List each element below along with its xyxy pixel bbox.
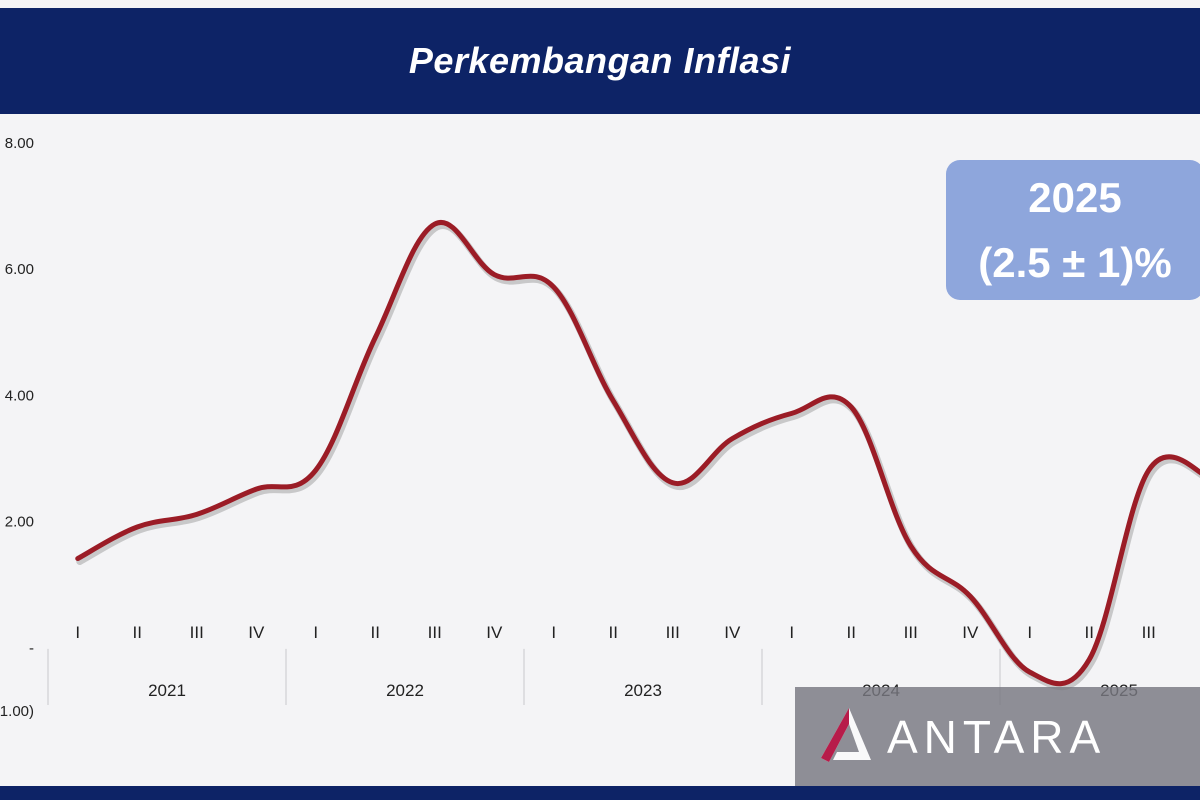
quarter-label: I <box>789 623 794 642</box>
quarter-label: III <box>1142 623 1156 642</box>
footer-bar <box>0 786 1200 800</box>
target-badge-year: 2025 <box>1028 173 1122 221</box>
top-strip <box>0 0 1200 8</box>
target-badge: 2025 (2.5 ± 1)% <box>946 160 1200 300</box>
chart-header: Perkembangan Inflasi <box>0 8 1200 114</box>
quarter-label: II <box>133 623 142 642</box>
y-tick-label: 4.00 <box>5 387 34 404</box>
y-tick-label: 6.00 <box>5 261 34 278</box>
quarter-label: I <box>1027 623 1032 642</box>
y-tick-label: - <box>29 640 34 657</box>
y-tick-label: 2.00 <box>5 514 34 531</box>
quarter-label: III <box>428 623 442 642</box>
target-badge-range: (2.5 ± 1)% <box>978 239 1172 286</box>
quarter-label: II <box>371 623 380 642</box>
quarter-label: II <box>609 623 618 642</box>
chart-title: Perkembangan Inflasi <box>408 40 792 81</box>
quarter-label: III <box>666 623 680 642</box>
quarter-label: II <box>1085 623 1094 642</box>
quarter-label: IV <box>962 623 979 642</box>
antara-logo-icon <box>821 707 871 762</box>
quarter-label: I <box>313 623 318 642</box>
year-label: 2021 <box>148 681 186 700</box>
quarter-label: II <box>847 623 856 642</box>
quarter-label: I <box>551 623 556 642</box>
watermark: ANTARA <box>795 687 1200 786</box>
y-tick-label: 8.00 <box>5 135 34 152</box>
quarter-label: IV <box>486 623 503 642</box>
quarter-label: IV <box>724 623 741 642</box>
year-label: 2022 <box>386 681 424 700</box>
quarter-label: III <box>190 623 204 642</box>
quarter-label: IV <box>248 623 265 642</box>
watermark-text: ANTARA <box>887 710 1107 763</box>
year-label: 2023 <box>624 681 662 700</box>
quarter-label: III <box>904 623 918 642</box>
quarter-label: I <box>75 623 80 642</box>
y-tick-label: (1.00) <box>0 703 34 720</box>
